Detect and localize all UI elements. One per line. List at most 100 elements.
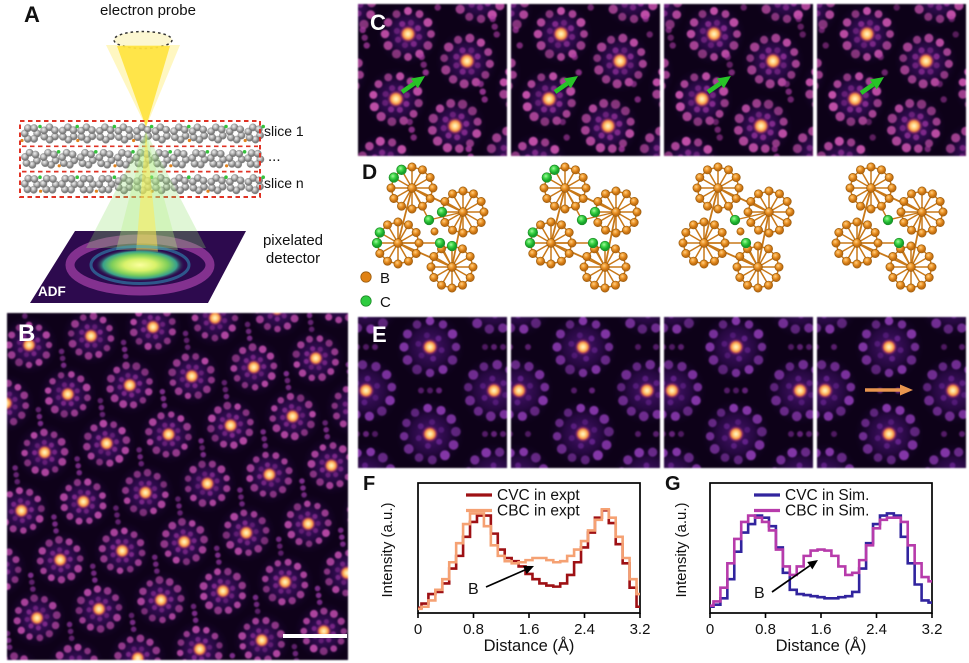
ring-motif (494, 62, 507, 114)
ring-motif (340, 494, 348, 535)
ring-motif (115, 462, 183, 523)
ring-motif (893, 4, 900, 11)
ring-motif (37, 364, 106, 425)
atomic-slab (20, 123, 266, 195)
b-annotation-label: B (754, 585, 765, 602)
x-tick-label: 2.4 (866, 621, 887, 638)
legend-carbon-label: C (380, 294, 391, 311)
probe-aperture-icon (113, 30, 173, 50)
panel-e-tile-2 (511, 317, 660, 468)
x-tick-label: 3.2 (922, 621, 943, 638)
ring-motif (30, 529, 98, 590)
ring-motif (131, 570, 199, 630)
x-tick-label: 3.2 (630, 621, 651, 638)
ring-motif (664, 355, 707, 437)
ring-motif (239, 444, 307, 505)
ring-motif (177, 453, 245, 514)
ring-motif (817, 355, 860, 437)
panel-g-label: G (665, 473, 681, 495)
pixelated-detector-label-1: pixelated (263, 232, 323, 249)
ring-motif (511, 47, 522, 97)
ring-motif (216, 502, 284, 563)
ring-motif (138, 404, 207, 465)
ring-motif (601, 4, 660, 38)
ring-motif (294, 659, 307, 660)
ring-motif (613, 442, 660, 468)
ring-motif (7, 443, 21, 485)
ring-motif (434, 4, 441, 11)
ring-motif (7, 540, 36, 598)
b-annotation-arrow (771, 560, 818, 593)
ring-motif (37, 313, 67, 317)
panel-a-schematic: electron probe slice 1 ... slice n ADF p… (19, 2, 323, 303)
ring-motif (61, 313, 129, 366)
legend-label-cvc-expt: CVC in expt (497, 487, 580, 504)
legend-carbon-icon (360, 295, 372, 307)
ring-motif (53, 471, 121, 532)
y-axis-label: Intensity (a.u.) (673, 502, 690, 597)
atomic-model-2 (524, 162, 642, 293)
lattice-pattern (511, 317, 660, 468)
ring-motif (7, 646, 40, 660)
ring-motif (817, 132, 874, 156)
panel-c-tile-3 (664, 4, 813, 156)
panel-c-tile-4 (817, 4, 966, 156)
panel-c-tile-2 (511, 4, 660, 156)
pixelated-detector-label-2: detector (266, 250, 320, 267)
x-axis-label: Distance (Å) (484, 636, 575, 655)
ring-motif (46, 637, 105, 660)
ring-motif (664, 317, 705, 350)
ring-motif (278, 493, 346, 554)
ring-motif (919, 442, 966, 468)
ring-motif (340, 654, 348, 660)
ring-motif (882, 94, 946, 156)
panel-f-label: F (363, 473, 376, 495)
ring-motif (459, 355, 507, 437)
ring-motif (529, 4, 593, 76)
ring-motif (7, 588, 75, 648)
beam-cone-core (117, 46, 170, 127)
ring-motif (460, 442, 507, 468)
ring-motif (511, 442, 553, 468)
legend-boron-label: B (380, 270, 390, 287)
ring-motif (154, 511, 222, 572)
electron-probe-label: electron probe (100, 2, 196, 19)
panel-b-stem-image (7, 313, 348, 660)
ring-motif (7, 373, 44, 434)
ring-motif (588, 29, 652, 103)
ring-motif (548, 317, 618, 394)
ring-motif (664, 47, 675, 97)
ring-motif (766, 442, 813, 468)
ring-motif (358, 317, 399, 350)
x-tick-label: 2.4 (574, 621, 595, 638)
ring-motif (107, 628, 168, 660)
ring-motif (123, 313, 191, 357)
x-tick-label: 1.6 (519, 621, 540, 638)
ring-motif (647, 62, 660, 114)
ring-motif (262, 386, 331, 447)
ring-motif (612, 355, 660, 437)
slice-dots-label: ... (268, 148, 281, 165)
ring-motif (835, 4, 899, 76)
ring-motif (231, 610, 300, 660)
ring-motif (664, 4, 687, 49)
ring-motif (682, 4, 746, 76)
ring-motif (941, 121, 966, 156)
lattice-pattern (511, 4, 660, 156)
ring-motif (14, 422, 83, 483)
ring-motif (511, 355, 554, 437)
ring-motif (614, 317, 660, 350)
ring-motif (223, 337, 292, 398)
ring-motif (729, 94, 793, 156)
ring-motif (193, 561, 261, 621)
ring-motif (161, 346, 230, 407)
ring-motif (358, 47, 369, 97)
ring-motif (548, 399, 618, 468)
ring-motif (664, 132, 721, 156)
ring-motif (317, 543, 348, 603)
ring-motif (247, 313, 315, 339)
panel-g-chart: Intensity (a.u.) Distance (Å) CVC in Sim… (673, 482, 943, 655)
ring-motif (511, 317, 552, 350)
ring-motif (701, 399, 771, 468)
x-tick-label: 0.8 (463, 621, 484, 638)
